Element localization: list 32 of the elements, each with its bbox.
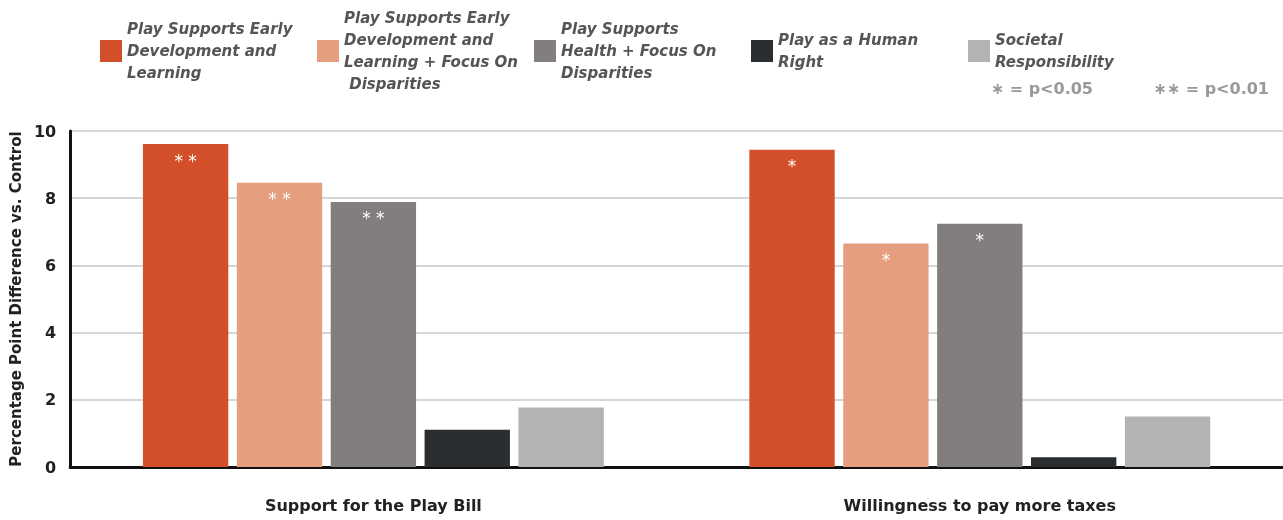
- bar: [1031, 457, 1117, 467]
- legend-label: Play Supports Early Development and Learning + Focus On Disparities: [344, 9, 519, 93]
- legend-label: Play Supports Early Development and Learning: [127, 20, 298, 82]
- y-axis-title: Percentage Point Difference vs. Control: [6, 131, 25, 467]
- y-tick-label: 0: [45, 457, 57, 477]
- bar: [937, 223, 1023, 467]
- legend-label: Play Supports Health + Focus On Disparities: [561, 20, 722, 82]
- x-tick-label: Support for the Play Bill: [264, 495, 482, 515]
- bar: [330, 201, 417, 467]
- data-label: * *: [268, 189, 291, 210]
- text: ∗ = p<0.05: [990, 78, 1094, 98]
- y-tick-label: 10: [33, 121, 57, 141]
- bar: [236, 182, 323, 467]
- x-tick-label: Willingness to pay more taxes: [843, 495, 1116, 515]
- bar: [518, 407, 604, 467]
- legend-label: Play as a Human Right: [778, 31, 924, 71]
- y-tick-label: 8: [45, 188, 57, 208]
- data-label: * *: [362, 208, 385, 229]
- data-label: *: [881, 250, 891, 271]
- bar: [142, 144, 229, 467]
- bar: [843, 243, 929, 467]
- y-tick-label: 4: [45, 323, 57, 343]
- legend-label: Societal Responsibility: [995, 31, 1116, 71]
- bar: [424, 429, 510, 467]
- text: ∗∗ = p<0.01: [1153, 78, 1270, 98]
- y-tick-label: 6: [45, 255, 57, 275]
- bar: [749, 149, 835, 467]
- data-label: *: [975, 230, 985, 251]
- y-tick-label: 2: [45, 390, 57, 410]
- data-label: * *: [174, 150, 197, 171]
- bar: [1124, 416, 1211, 467]
- data-label: *: [787, 156, 797, 177]
